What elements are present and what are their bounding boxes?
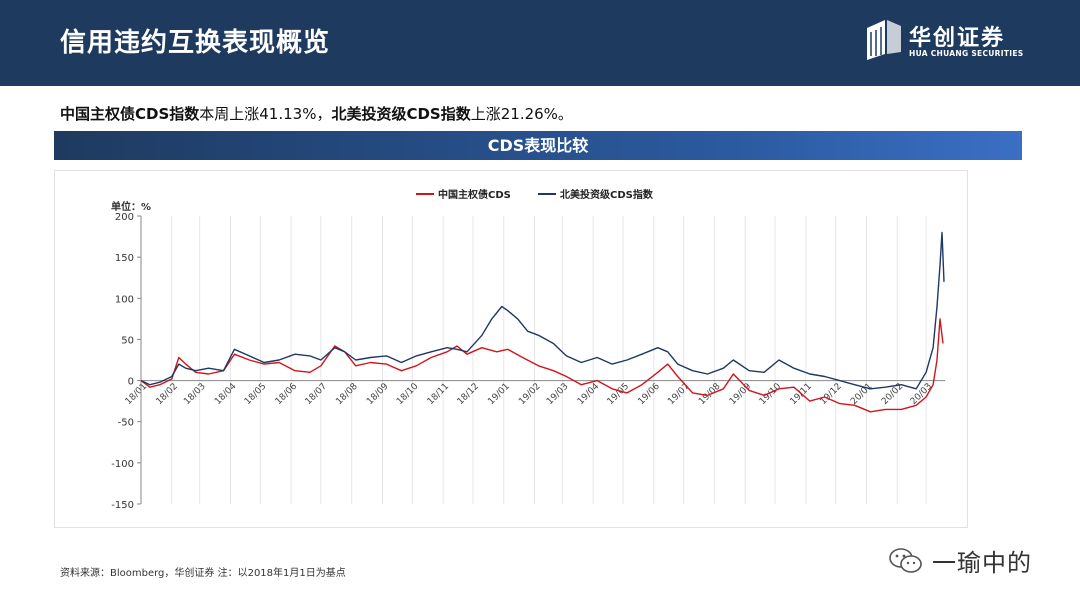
company-logo: 华创证券 HUA CHUANG SECURITIES: [865, 20, 1025, 64]
x-tick-label: 18/11: [426, 382, 451, 407]
y-tick-label: -100: [111, 459, 134, 470]
legend-label-1: 中国主权债CDS: [438, 188, 511, 201]
cds-line-chart: 18/01 18/02 18/03 18/04 18/05 18/06 18/07 18/08…: [111, 188, 945, 511]
section-header: CDS表现比较: [54, 131, 1022, 160]
x-tick-label: 19/05: [606, 382, 631, 407]
y-tick-label: -50: [118, 418, 134, 429]
y-tick-label: 200: [115, 212, 134, 223]
x-tick-label: 19/02: [517, 382, 542, 407]
y-tick-label: -150: [111, 500, 134, 511]
x-tick-label: 18/10: [395, 381, 421, 407]
summary-text: 中国主权债CDS指数本周上涨41.13%，北美投资级CDS指数上涨21.26%。: [60, 103, 573, 124]
summary-text-1: 本周上涨41.13%，: [199, 105, 332, 123]
x-tick-label: 19/07: [666, 382, 691, 407]
y-tick-label: 150: [115, 253, 134, 264]
company-logo-icon: [867, 20, 901, 60]
x-tick-label: 18/06: [274, 381, 300, 407]
x-tick-label: 18/04: [213, 381, 239, 407]
x-tick-label: 20/03: [909, 382, 934, 407]
y-tick-label: 100: [115, 294, 134, 305]
summary-text-2: 上涨21.26%。: [470, 105, 573, 123]
wechat-icon: [889, 548, 922, 573]
unit-label: 单位：%: [111, 200, 151, 213]
x-tick-label: 19/03: [545, 382, 570, 407]
x-tick-label: 18/07: [304, 382, 329, 407]
section-title: CDS表现比较: [487, 136, 589, 155]
x-tick-label: 18/08: [334, 381, 360, 407]
x-tick-label: 18/03: [182, 382, 207, 407]
x-tick-label: 18/12: [456, 382, 481, 407]
x-tick-label: 20/01: [849, 382, 874, 407]
header-bar: 信用违约互换表现概览 华创证券 HUA CHUANG SECURITIES: [0, 0, 1080, 86]
source-note: 资料来源：Bloomberg，华创证券 注：以2018年1月1日为基点: [60, 568, 346, 579]
watermark-text: 一瑜中的: [932, 549, 1032, 577]
page-title: 信用违约互换表现概览: [60, 28, 331, 58]
x-tick-label: 18/05: [243, 382, 268, 407]
watermark: 一瑜中的: [888, 543, 1058, 579]
logo-text-en: HUA CHUANG SECURITIES: [909, 49, 1024, 58]
series-line-1: [140, 318, 944, 413]
x-tick-label: 19/09: [728, 381, 754, 407]
x-tick-label: 19/04: [576, 381, 602, 407]
y-tick-label: 50: [121, 335, 134, 346]
summary-bold-2: 北美投资级CDS指数: [331, 105, 471, 123]
series-line-2: [140, 231, 945, 390]
legend-label-2: 北美投资级CDS指数: [560, 188, 654, 201]
chart-frame: [54, 170, 968, 528]
x-tick-label: 19/01: [486, 382, 511, 407]
y-tick-label: 0: [128, 377, 134, 388]
summary-bold-1: 中国主权债CDS指数: [60, 105, 200, 123]
x-tick-label: 18/09: [365, 381, 391, 407]
logo-text-cn: 华创证券: [909, 26, 1006, 51]
